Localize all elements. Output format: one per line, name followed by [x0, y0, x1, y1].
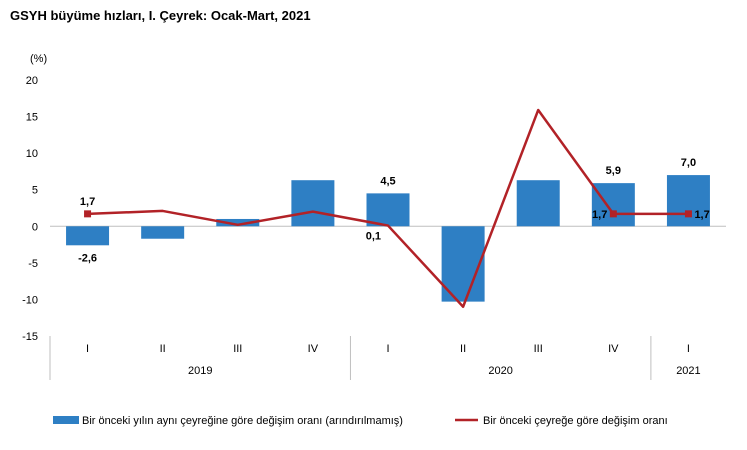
y-axis-unit-label: (%): [30, 53, 47, 65]
data-label: -2,6: [78, 252, 97, 264]
year-label: 2020: [488, 365, 512, 377]
legend-bar-swatch: [53, 416, 79, 424]
y-tick-label: 5: [32, 185, 38, 197]
data-label: 7,0: [681, 157, 696, 169]
bar: [441, 226, 485, 302]
y-tick-label: -10: [22, 294, 38, 306]
quarter-tick-label: I: [687, 343, 690, 355]
y-tick-label: 10: [26, 148, 38, 160]
data-label: 1,7: [694, 209, 709, 221]
bar: [66, 226, 110, 246]
y-tick-label: 0: [32, 221, 38, 233]
quarter-tick-label: III: [233, 343, 242, 355]
bar: [366, 193, 410, 227]
bar: [141, 226, 185, 239]
bar: [216, 218, 260, 227]
line-point: [684, 210, 692, 218]
quarter-tick-label: I: [386, 343, 389, 355]
data-label: 5,9: [606, 165, 621, 177]
bar: [291, 180, 335, 227]
data-label: 0,1: [366, 231, 381, 243]
year-label: 2019: [188, 365, 212, 377]
year-label: 2021: [676, 365, 700, 377]
quarter-tick-label: I: [86, 343, 89, 355]
line-series: [87, 108, 689, 308]
data-label: 1,7: [592, 209, 607, 221]
legend-line-label: Bir önceki çeyreğe göre değişim oranı: [483, 415, 668, 427]
y-tick-label: 20: [26, 75, 38, 87]
data-label: 4,5: [380, 175, 395, 187]
line-point: [609, 210, 617, 218]
quarter-tick-label: II: [460, 343, 466, 355]
data-label: 1,7: [80, 196, 95, 208]
line-point: [84, 210, 92, 218]
chart-title: GSYH büyüme hızları, I. Çeyrek: Ocak-Mar…: [10, 8, 311, 23]
bar: [516, 180, 560, 227]
y-tick-label: 15: [26, 112, 38, 124]
legend-bar-label: Bir önceki yılın aynı çeyreğine göre değ…: [82, 415, 403, 427]
bar: [591, 183, 635, 227]
quarter-tick-label: IV: [308, 343, 319, 355]
quarter-tick-label: II: [160, 343, 166, 355]
y-tick-label: -5: [28, 258, 38, 270]
bar: [666, 175, 710, 227]
y-tick-label: -15: [22, 331, 38, 343]
quarter-tick-label: III: [534, 343, 543, 355]
quarter-tick-label: IV: [608, 343, 619, 355]
